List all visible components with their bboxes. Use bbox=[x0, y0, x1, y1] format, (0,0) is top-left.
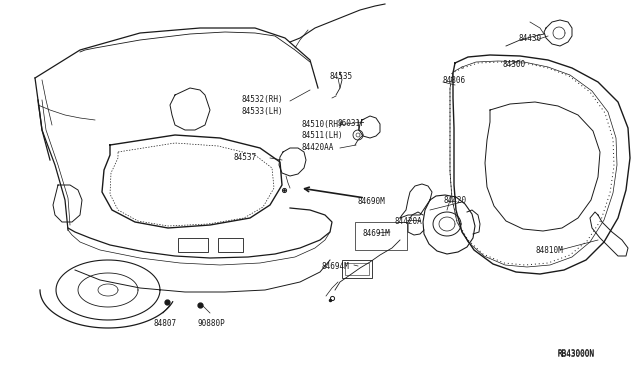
Text: 84510(RH): 84510(RH) bbox=[302, 120, 344, 129]
Text: 84420: 84420 bbox=[444, 196, 467, 205]
Text: 84690M: 84690M bbox=[358, 197, 386, 206]
Text: 84535: 84535 bbox=[330, 72, 353, 81]
Bar bbox=[342, 260, 372, 278]
Text: 96031F: 96031F bbox=[338, 119, 365, 128]
Text: 84532(RH): 84532(RH) bbox=[242, 95, 284, 104]
Bar bbox=[178, 238, 208, 252]
Text: 84420AA: 84420AA bbox=[302, 143, 334, 152]
Text: 84806: 84806 bbox=[443, 76, 466, 85]
Text: 90880P: 90880P bbox=[197, 319, 225, 328]
Text: 84537: 84537 bbox=[234, 153, 257, 162]
Bar bbox=[345, 263, 369, 275]
Text: 84691M: 84691M bbox=[363, 229, 391, 238]
Bar bbox=[218, 238, 243, 252]
Text: 84511(LH): 84511(LH) bbox=[302, 131, 344, 140]
Text: 84694M: 84694M bbox=[322, 262, 349, 271]
Text: RB43000N: RB43000N bbox=[558, 350, 595, 359]
Text: 84810M: 84810M bbox=[536, 246, 564, 255]
Text: RB43000N: RB43000N bbox=[558, 349, 595, 358]
Text: 84300: 84300 bbox=[503, 60, 526, 69]
Text: 84807: 84807 bbox=[153, 319, 176, 328]
Bar bbox=[355, 222, 407, 250]
Text: 84533(LH): 84533(LH) bbox=[242, 107, 284, 116]
Text: 84420A: 84420A bbox=[395, 217, 423, 226]
Text: 84430: 84430 bbox=[519, 34, 542, 43]
